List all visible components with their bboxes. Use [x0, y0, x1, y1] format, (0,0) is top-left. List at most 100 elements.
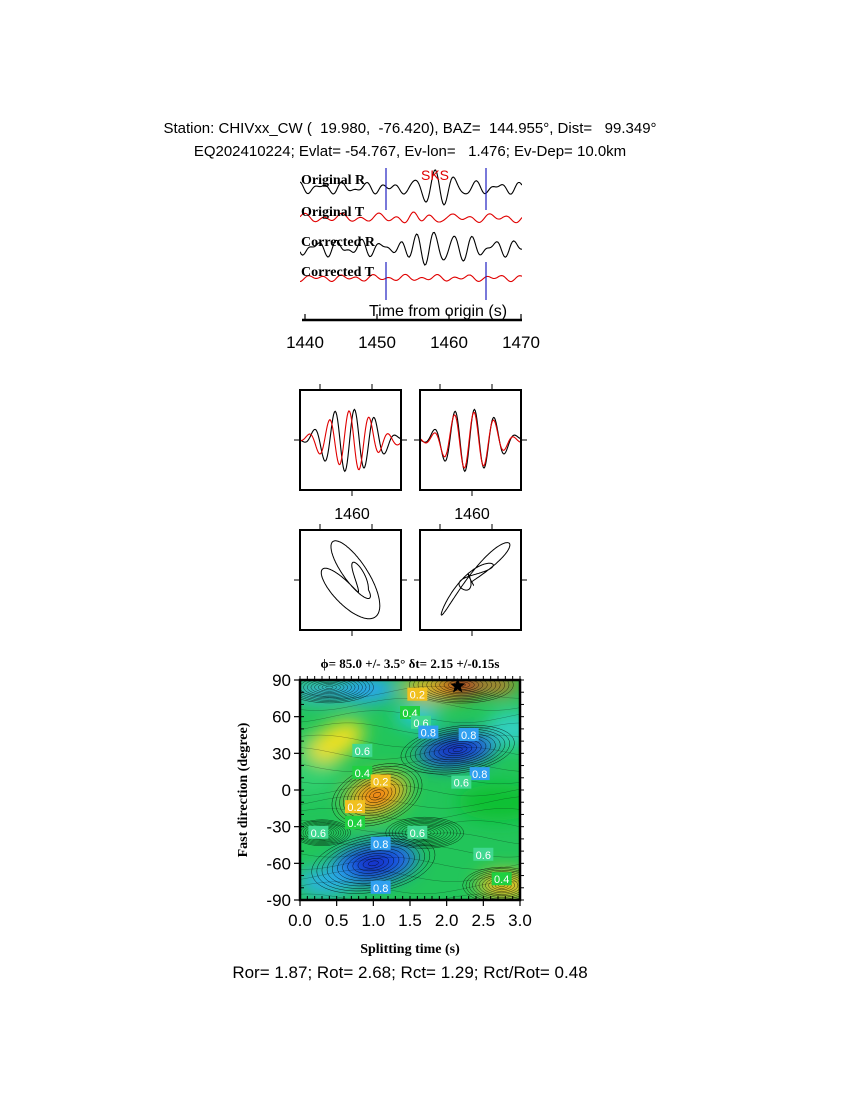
contour-line — [373, 792, 381, 798]
contour-line — [300, 783, 520, 797]
trace-time-ticks: 1440 1450 1460 1470 — [286, 314, 540, 352]
trace-line-2 — [300, 211, 522, 224]
contour-line — [347, 850, 400, 877]
contour-label-8: 0.2 — [373, 776, 388, 788]
x-tick-label-4: 2.0 — [435, 911, 459, 930]
x-tick-label-0: 0.0 — [288, 911, 312, 930]
contour-line — [300, 881, 520, 894]
contour-label-9: 0.2 — [347, 802, 362, 814]
trace-label-3: Corrected R — [301, 235, 376, 250]
contour-label-box — [370, 880, 391, 894]
x-tick-label-2: 1.0 — [362, 911, 386, 930]
contour-line — [395, 820, 455, 845]
energy-region — [458, 784, 520, 821]
contour-line — [419, 733, 496, 767]
motion-path-original — [320, 540, 381, 620]
contour-line — [303, 680, 356, 697]
y-tick-label-1: 60 — [272, 708, 291, 727]
contour-line — [429, 737, 487, 763]
contour-label-3: 0.8 — [461, 730, 476, 742]
contour-line — [439, 680, 484, 693]
trace-line-3 — [300, 231, 522, 266]
contour-line — [300, 771, 520, 784]
motion-path-corrected — [440, 542, 511, 616]
contour-line — [447, 745, 468, 754]
contour-label-box — [407, 825, 428, 839]
contour-line — [337, 845, 410, 882]
slow-component — [420, 411, 521, 469]
contour-line — [369, 789, 385, 801]
splitting-result-title: ϕ= 85.0 +/- 3.5° δt= 2.15 +/-0.15s — [321, 656, 500, 671]
contour-label-15: 0.8 — [373, 883, 388, 895]
contour-line — [413, 680, 510, 702]
trace-labels: Original R Original T Corrected R Corrected… — [301, 173, 376, 280]
trace-label-2: Original T — [301, 205, 365, 220]
slow-component — [300, 410, 401, 471]
contour-line — [365, 786, 389, 803]
trace-tick-label-1450: 1450 — [358, 333, 396, 352]
contour-line — [300, 680, 374, 704]
contour-line — [367, 860, 379, 867]
contour-label-4: 0.6 — [355, 746, 370, 758]
energy-region — [478, 680, 518, 693]
trace-line-1 — [300, 169, 522, 206]
contour-line — [300, 869, 520, 882]
contour-line — [430, 680, 492, 696]
contour-line — [409, 680, 514, 704]
contour-label-6: 0.8 — [472, 769, 487, 781]
trace-x-label: Time from origin (s) — [369, 303, 507, 320]
energy-region — [309, 720, 364, 762]
contour-label-box — [469, 767, 490, 781]
contour-line — [300, 796, 520, 809]
y-tick-label-3: 0 — [282, 781, 291, 800]
trace-tick-label-1460: 1460 — [430, 333, 468, 352]
waveform-tick-label-1: 1460 — [334, 506, 370, 523]
contour-label-box — [370, 836, 391, 850]
energy-map-x-label: Splitting time (s) — [360, 942, 460, 957]
contour-label-box — [352, 743, 373, 757]
contour-label-16: 0.4 — [494, 874, 509, 886]
y-tick-label-5: -60 — [266, 854, 291, 873]
contour-label-box — [458, 728, 479, 741]
contour-label-17: 0.2 — [410, 690, 425, 702]
x-tick-label-3: 1.5 — [398, 911, 422, 930]
contour-line — [300, 722, 520, 736]
contour-line — [352, 853, 395, 874]
contour-line — [300, 759, 520, 772]
contour-line — [300, 820, 349, 845]
y-tick-label-2: 30 — [272, 744, 291, 763]
contour-line — [465, 868, 520, 900]
contour-line — [302, 823, 342, 842]
contour-label-11: 0.6 — [311, 828, 326, 840]
contour-line — [443, 743, 473, 757]
energy-map-y-label: Fast direction (degree) — [236, 722, 251, 857]
best-solution-star — [450, 678, 466, 693]
energy-region — [486, 710, 520, 747]
contour-line — [300, 821, 347, 844]
contour-label-13: 0.8 — [373, 839, 388, 851]
particle-motion-corrected — [419, 529, 522, 631]
contour-line — [300, 808, 520, 821]
contour-label-box — [308, 825, 329, 839]
contour-label-box — [345, 800, 365, 814]
trace-tick-label-1440: 1440 — [286, 333, 324, 352]
contour-line — [468, 869, 520, 900]
contour-line — [300, 680, 371, 702]
contour-label-5: 0.4 — [355, 768, 370, 780]
energy-map — [300, 680, 520, 900]
contour-line — [300, 680, 367, 701]
contour-line — [300, 680, 363, 700]
y-tick-label-4: -30 — [266, 818, 291, 837]
contour-labels: 0.40.60.8 0.80.60.4 0.80.60.20.20.40.6 0.60… — [308, 687, 512, 895]
waveform-panel-corrected — [419, 389, 522, 491]
contour-line — [300, 734, 520, 748]
contour-line — [357, 855, 389, 872]
waveform-tick-label-2: 1460 — [454, 506, 490, 523]
contour-line — [417, 680, 505, 701]
x-tick-label-6: 3.0 — [508, 911, 532, 930]
contour-label-box — [418, 725, 439, 739]
waveform-panel-original — [299, 389, 402, 491]
contour-label-14: 0.6 — [476, 850, 491, 862]
x-tick-label-1: 0.5 — [325, 911, 349, 930]
